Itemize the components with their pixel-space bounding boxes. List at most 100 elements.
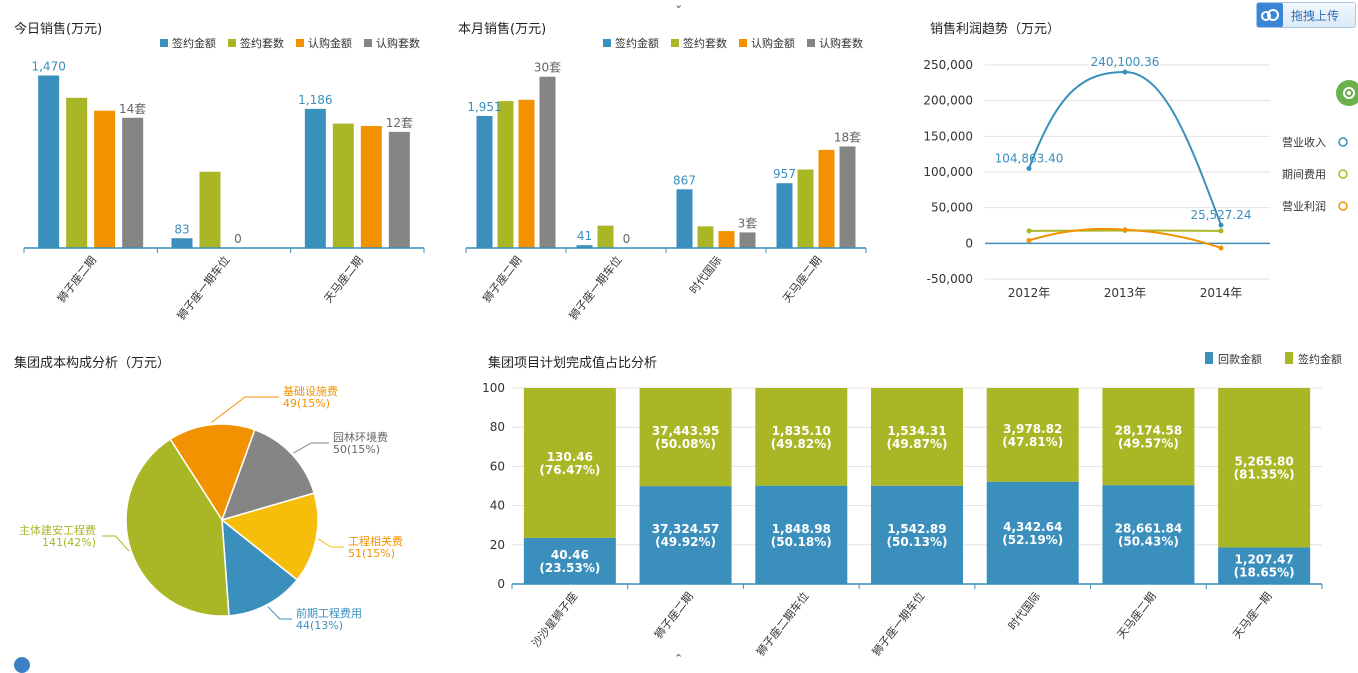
segment-label: 5,265.80: [1235, 455, 1294, 469]
legend-marker: [1339, 138, 1347, 146]
slice-name: 主体建安工程费: [19, 523, 96, 537]
data-label: 12套: [386, 116, 413, 130]
category-label: 天马座一期: [1230, 589, 1275, 641]
segment-pct: (49.87%): [887, 437, 948, 451]
x-tick-label: 2012年: [1008, 286, 1051, 300]
bar: [719, 231, 735, 248]
category-label: 狮子座一期车位: [566, 253, 624, 322]
legend-swatch-1: [671, 39, 679, 47]
legend-label: 签约金额: [172, 36, 216, 50]
legend-swatch-2: [296, 39, 304, 47]
cost-pie-chart: 基础设施费49(15%)园林环境费50(15%)工程相关费51(15%)前期工程…: [0, 335, 470, 665]
segment-label: 28,661.84: [1115, 522, 1183, 536]
slice-value: 44(13%): [296, 619, 343, 632]
data-label: 18套: [834, 130, 861, 144]
bar: [172, 238, 193, 248]
segment-label: 28,174.58: [1115, 424, 1183, 438]
data-label: 41: [577, 229, 592, 243]
category-label: 天马座二期: [1114, 589, 1159, 641]
bar: [540, 77, 556, 248]
segment-label: 1,848.98: [772, 522, 831, 536]
slice-name: 园林环境费: [333, 430, 388, 444]
segment-pct: (50.08%): [655, 437, 716, 451]
leader-line: [268, 607, 292, 619]
legend-label: 营业收入: [1282, 135, 1326, 149]
category-label: 狮子座二期: [479, 253, 524, 305]
category-label: 沙沙星狮子座: [529, 589, 581, 650]
legend-label: 认购套数: [819, 36, 863, 50]
bar: [677, 189, 693, 248]
series-point: [1219, 228, 1224, 233]
legend-swatch-0: [160, 39, 168, 47]
segment-pct: (49.57%): [1118, 437, 1179, 451]
bar: [94, 111, 115, 248]
y-tick-label: 20: [490, 538, 505, 552]
legend-label: 签约套数: [240, 36, 284, 50]
bar: [200, 172, 221, 248]
category-label: 天马座二期: [321, 253, 366, 305]
category-label: 狮子座二期: [54, 253, 99, 305]
segment-label: 37,443.95: [652, 424, 720, 438]
series-point: [1027, 238, 1032, 243]
segment-label: 1,207.47: [1235, 553, 1294, 567]
data-label: 0: [623, 232, 631, 246]
point-label: 104,863.40: [995, 152, 1064, 166]
data-label: 867: [673, 173, 696, 187]
segment-pct: (47.81%): [1002, 435, 1063, 449]
category-label: 时代国际: [1006, 590, 1043, 633]
bar: [777, 183, 793, 248]
legend-swatch-3: [364, 39, 372, 47]
category-label: 狮子座二期车位: [753, 589, 811, 658]
segment-pct: (50.43%): [1118, 535, 1179, 549]
y-tick-label: 200,000: [923, 94, 973, 108]
y-tick-label: 250,000: [923, 58, 973, 72]
segment-label: 40.46: [551, 548, 589, 562]
y-tick-label: -50,000: [927, 272, 973, 286]
segment-label: 4,342.64: [1003, 520, 1062, 534]
segment-label: 1,534.31: [887, 424, 946, 438]
segment-pct: (23.53%): [539, 561, 600, 575]
slice-name: 前期工程费用: [296, 606, 362, 620]
slice-name: 工程相关费: [348, 534, 403, 548]
legend-label: 认购金额: [308, 36, 352, 50]
profit-trend-chart: 250,000200,000150,000100,00050,0000-50,0…: [885, 0, 1355, 335]
segment-pct: (76.47%): [539, 463, 600, 477]
category-label: 狮子座一期车位: [174, 253, 232, 322]
legend-label: 认购套数: [376, 36, 420, 50]
segment-label: 37,324.57: [652, 522, 720, 536]
segment-pct: (49.82%): [771, 437, 832, 451]
series-point: [1027, 228, 1032, 233]
bar: [361, 126, 382, 248]
data-label: 3套: [738, 216, 758, 230]
bar: [798, 169, 814, 248]
bar: [333, 124, 354, 248]
segment-pct: (50.18%): [771, 535, 832, 549]
category-label: 天马座二期: [779, 253, 824, 305]
bar: [389, 132, 410, 248]
x-tick-label: 2013年: [1104, 286, 1147, 300]
y-tick-label: 80: [490, 420, 505, 434]
legend-marker: [1339, 202, 1347, 210]
bar: [38, 76, 59, 248]
segment-pct: (18.65%): [1234, 566, 1295, 580]
slice-value: 49(15%): [283, 397, 330, 410]
data-label: 0: [234, 232, 242, 246]
segment-pct: (50.13%): [887, 535, 948, 549]
bar: [498, 101, 514, 248]
legend-label: 营业利润: [1282, 199, 1326, 213]
category-label: 时代国际: [687, 254, 724, 297]
series-line-0: [1029, 72, 1221, 225]
legend-label: 回款金额: [1218, 352, 1262, 366]
legend-swatch-1: [228, 39, 236, 47]
series-point: [1123, 70, 1128, 75]
series-point: [1027, 166, 1032, 171]
y-tick-label: 0: [497, 577, 505, 591]
data-label: 83: [174, 222, 189, 236]
legend-swatch-3: [807, 39, 815, 47]
month-sales-chart: 签约金额签约套数认购金额认购套数狮子座二期狮子座一期车位时代国际天马座二期1,9…: [440, 0, 885, 335]
segment-label: 1,542.89: [887, 522, 946, 536]
y-tick-label: 40: [490, 499, 505, 513]
bar: [819, 150, 835, 248]
bar: [698, 226, 714, 248]
point-label: 240,100.36: [1091, 55, 1160, 69]
